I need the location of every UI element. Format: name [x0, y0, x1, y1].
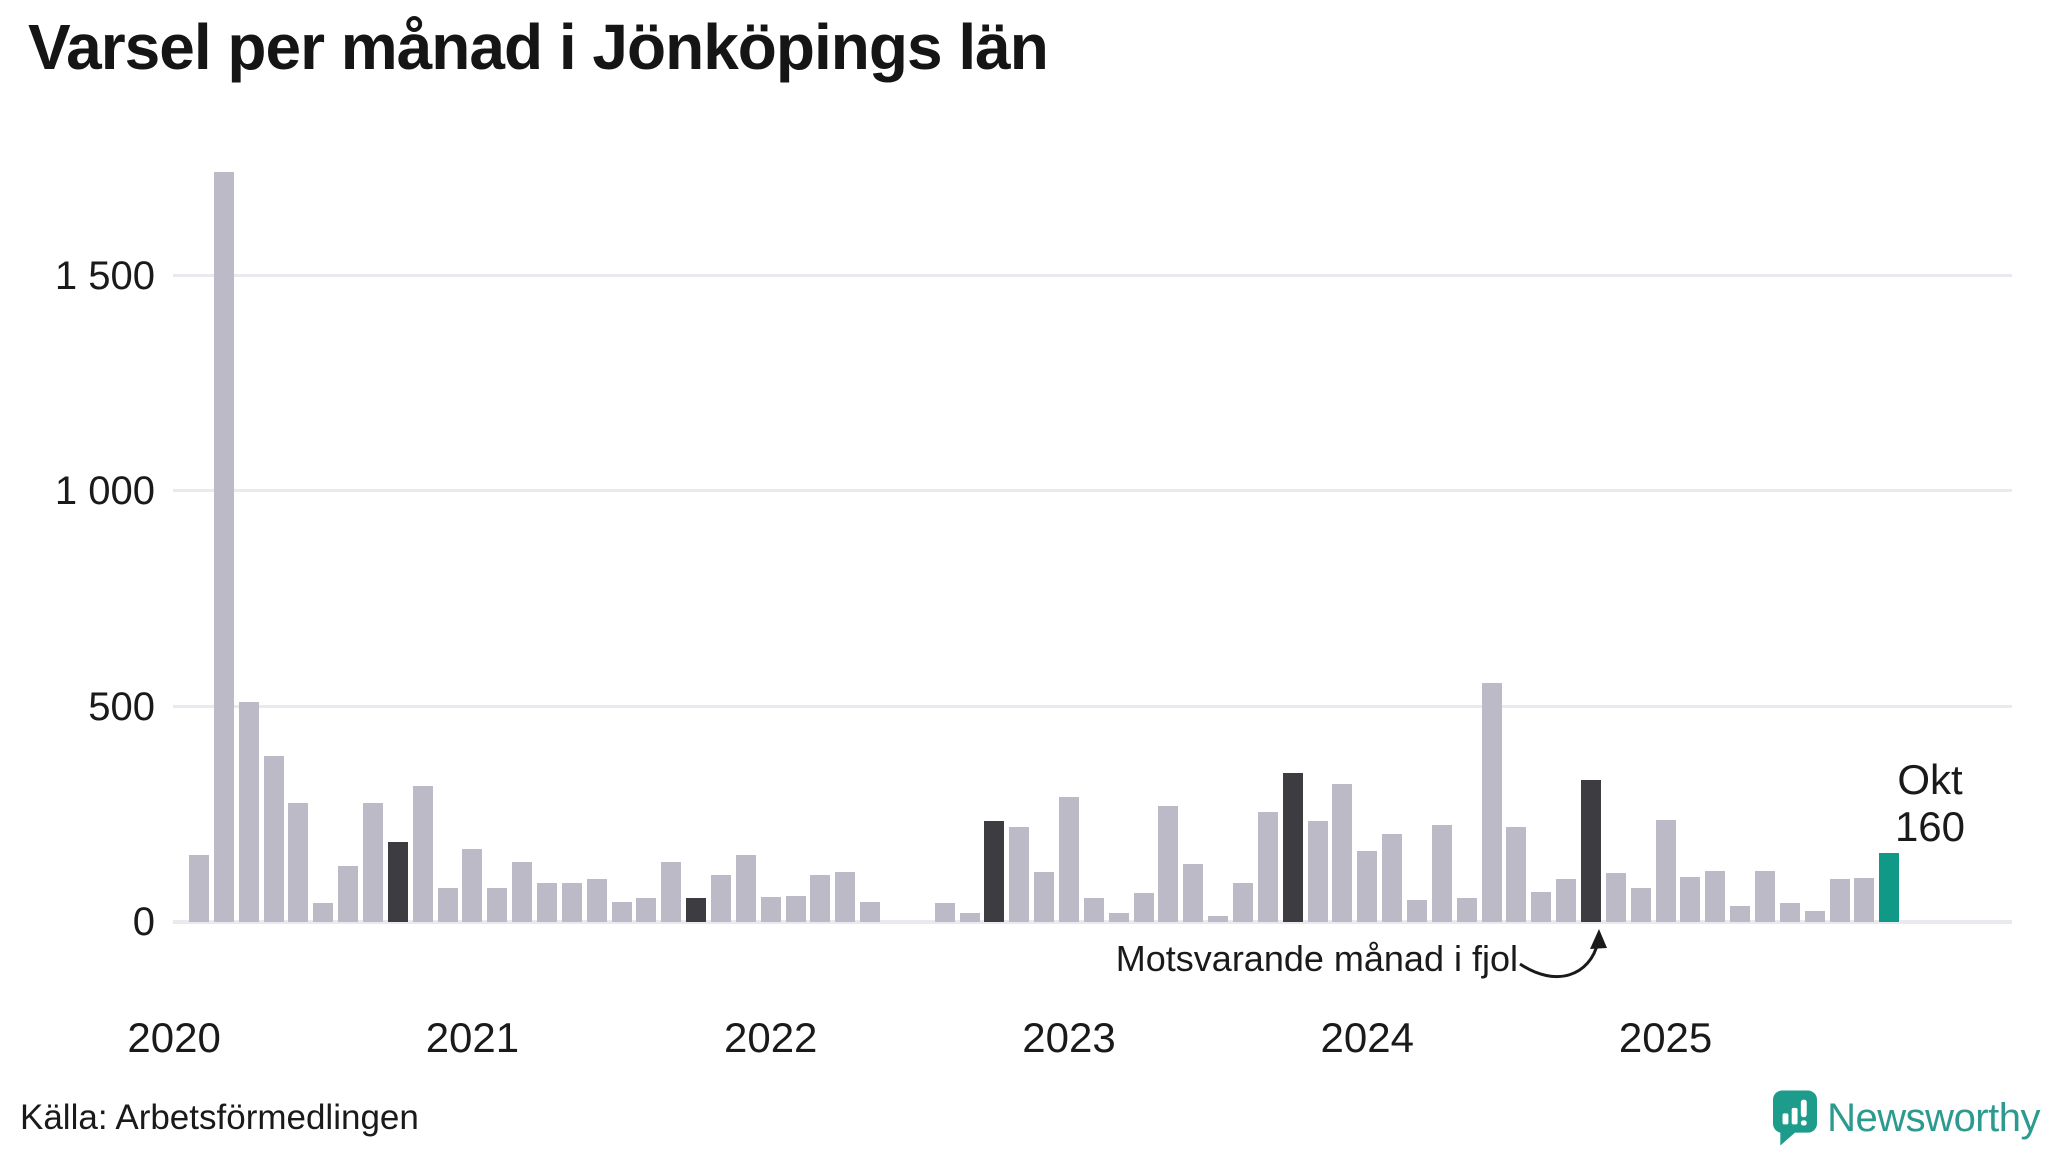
bar-2023-01 — [1058, 797, 1079, 922]
bar-2024-10 — [1580, 780, 1601, 922]
y-axis-tick-label: 0 — [132, 900, 155, 944]
bar-2024-03 — [1406, 900, 1427, 922]
bar-2020-02 — [189, 855, 209, 922]
source-credit: Källa: Arbetsförmedlingen — [20, 1098, 419, 1137]
bar-2024-08 — [1531, 892, 1552, 922]
bar-2020-09 — [362, 803, 383, 922]
bar-2023-09 — [1257, 812, 1278, 922]
bar-2022-09 — [959, 913, 980, 922]
chart-title: Varsel per månad i Jönköpings län — [28, 11, 1049, 83]
bar-2021-11 — [710, 875, 731, 922]
x-axis-year-2020: 2020 — [127, 1014, 221, 1061]
bar-2023-05 — [1158, 806, 1179, 922]
bar-2023-11 — [1307, 821, 1328, 922]
bar-2023-12 — [1332, 784, 1353, 922]
annotation-same-month-last-year: Motsvarande månad i fjol — [1115, 938, 1518, 979]
bar-2022-02 — [785, 896, 806, 922]
bar-2021-08 — [636, 898, 657, 922]
bar-2022-03 — [810, 875, 831, 922]
bar-2025-03 — [1705, 871, 1726, 922]
gridline-1000 — [173, 489, 2012, 492]
bar-2021-01 — [462, 849, 483, 922]
bar-2024-11 — [1605, 873, 1626, 922]
bar-2020-06 — [288, 803, 309, 922]
bar-2020-05 — [263, 756, 284, 922]
gridline-0 — [173, 920, 2012, 924]
bar-2020-10 — [387, 842, 408, 922]
bar-2023-06 — [1183, 864, 1204, 922]
x-axis-year-2024: 2024 — [1320, 1014, 1414, 1061]
bar-2021-05 — [561, 883, 582, 922]
bar-2020-12 — [437, 888, 458, 922]
bar-2021-12 — [735, 855, 756, 922]
bar-2020-11 — [412, 786, 433, 922]
bar-2025-02 — [1680, 877, 1701, 922]
bar-2022-05 — [860, 902, 881, 922]
bar-2023-04 — [1133, 893, 1154, 922]
bar-2023-07 — [1208, 916, 1229, 922]
brand-name: Newsworthy — [1827, 1095, 2040, 1140]
bar-2021-04 — [536, 883, 557, 922]
bar-2023-02 — [1083, 898, 1104, 922]
x-axis-year-2021: 2021 — [425, 1014, 520, 1061]
bar-2024-01 — [1357, 851, 1378, 922]
current-month-name: Okt — [1897, 756, 1963, 803]
bar-2020-07 — [313, 903, 334, 922]
bar-2025-05 — [1754, 871, 1775, 922]
y-axis-tick-label: 500 — [88, 684, 155, 729]
bar-2022-10 — [984, 821, 1005, 922]
bar-2021-03 — [512, 862, 533, 922]
bar-2021-09 — [661, 862, 682, 922]
bar-2021-02 — [487, 888, 508, 922]
y-axis-tick-label: 1 000 — [54, 469, 155, 513]
x-axis-year-2023: 2023 — [1022, 1014, 1116, 1061]
y-axis-tick-label: 1 500 — [54, 253, 155, 298]
bar-2024-09 — [1556, 879, 1577, 922]
bar-2025-07 — [1804, 911, 1825, 922]
current-month-value: 160 — [1894, 803, 1966, 850]
gridline-500 — [173, 704, 2012, 708]
bar-2022-12 — [1034, 872, 1055, 922]
bar-2024-06 — [1481, 683, 1502, 922]
bar-2025-08 — [1829, 879, 1850, 922]
bar-2024-12 — [1630, 888, 1651, 922]
bar-2025-06 — [1779, 903, 1800, 922]
x-axis-year-2022: 2022 — [723, 1014, 818, 1061]
bar-2022-11 — [1009, 827, 1030, 922]
bar-2024-05 — [1456, 898, 1477, 922]
bar-2022-08 — [934, 903, 955, 922]
current-month-label: Okt 160 — [1866, 756, 1994, 850]
bar-2020-08 — [338, 866, 359, 922]
bar-2025-10 — [1879, 853, 1900, 922]
bar-2022-01 — [760, 897, 781, 922]
bar-2023-08 — [1232, 883, 1253, 922]
x-axis-year-2025: 2025 — [1618, 1014, 1713, 1061]
bar-2024-04 — [1431, 825, 1452, 922]
bar-2024-02 — [1382, 834, 1403, 922]
bar-2025-04 — [1730, 906, 1751, 922]
bar-2024-07 — [1506, 827, 1527, 922]
gridline-1500 — [173, 273, 2012, 277]
bar-2021-07 — [611, 902, 632, 922]
bar-2020-04 — [238, 702, 259, 922]
bar-2025-01 — [1655, 820, 1676, 922]
bar-2023-03 — [1108, 913, 1129, 922]
bar-2021-06 — [586, 879, 607, 922]
bar-2020-03 — [213, 172, 234, 922]
bar-2021-10 — [686, 898, 707, 922]
newsworthy-pin-icon — [1773, 1090, 1818, 1146]
bar-2025-09 — [1854, 878, 1875, 922]
bar-2022-04 — [835, 872, 856, 922]
bar-2023-10 — [1282, 773, 1303, 922]
brand-logo: Newsworthy — [1773, 1088, 2040, 1148]
